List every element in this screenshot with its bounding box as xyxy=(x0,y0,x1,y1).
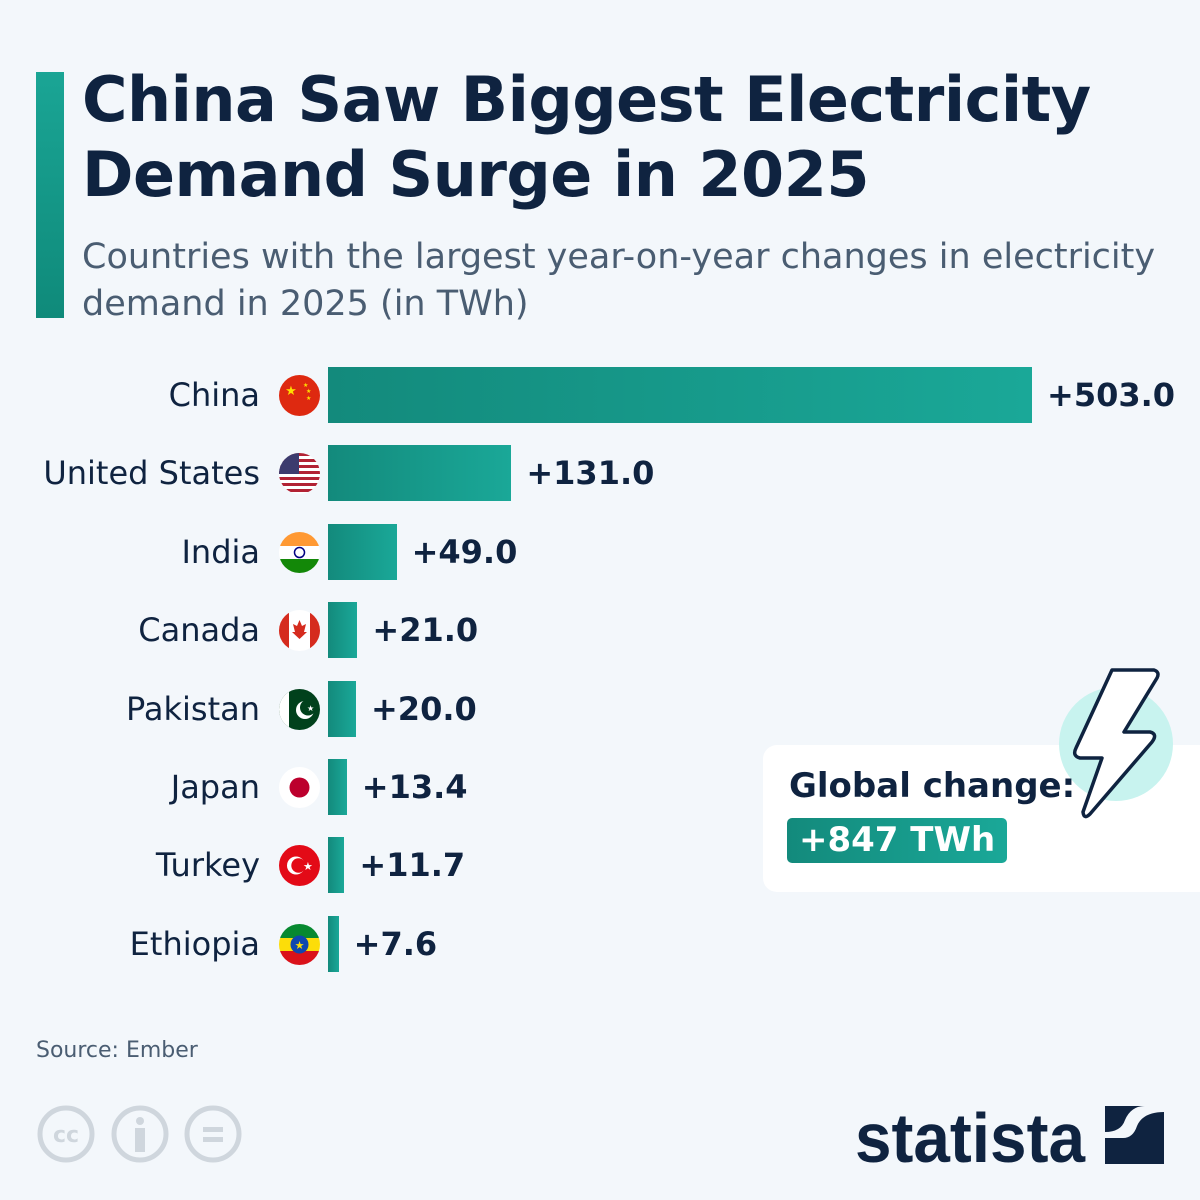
bar-row: Ethiopia ★ +7.6 xyxy=(0,915,1200,972)
svg-text:★: ★ xyxy=(285,384,297,399)
bar-row: United States +131.0 xyxy=(0,445,1200,502)
title-accent-bar xyxy=(36,72,64,318)
turkey-flag-icon: ★ xyxy=(279,845,320,887)
bar xyxy=(328,837,345,894)
bar xyxy=(328,367,1032,423)
bar-row: Canada +21.0 xyxy=(0,602,1200,659)
svg-text:★: ★ xyxy=(306,388,311,395)
bar xyxy=(328,915,339,972)
bar-row: Turkey ★ +11.7 xyxy=(0,837,1200,894)
category-label: Japan xyxy=(170,768,260,806)
svg-text:★: ★ xyxy=(307,704,314,713)
ethiopia-flag-icon: ★ xyxy=(279,923,320,965)
value-label: +13.4 xyxy=(361,768,468,806)
statista-logo: statista xyxy=(855,1099,1164,1168)
bar-row: India +49.0 xyxy=(0,523,1200,580)
global-change-label: Global change: xyxy=(789,766,1076,806)
attribution-icon xyxy=(111,1105,169,1163)
japan-flag-icon xyxy=(279,767,320,808)
value-label: +7.6 xyxy=(353,924,438,963)
category-label: United States xyxy=(43,454,260,493)
india-flag-icon xyxy=(279,531,320,573)
bar xyxy=(328,602,358,659)
china-flag-icon: ★ ★ ★ ★ xyxy=(279,375,320,416)
bar xyxy=(328,445,512,502)
lightning-bolt-icon xyxy=(1059,668,1173,819)
category-label: Turkey xyxy=(155,846,260,885)
category-label: Canada xyxy=(138,611,260,650)
svg-text:★: ★ xyxy=(303,382,308,389)
value-label: +11.7 xyxy=(359,846,466,885)
category-label: Pakistan xyxy=(126,689,260,728)
bar-row: China ★ ★ ★ ★ +503.0 xyxy=(0,367,1200,423)
no-derivatives-icon xyxy=(184,1105,242,1163)
svg-text:★: ★ xyxy=(303,860,313,873)
bar xyxy=(328,523,397,580)
global-change-value: +847 TWh xyxy=(787,818,1008,863)
chart-subtitle: Countries with the largest year-on-year … xyxy=(82,237,1156,324)
bar-row: Japan +13.4 xyxy=(0,759,1200,815)
svg-text:★: ★ xyxy=(295,939,305,952)
pakistan-flag-icon: ★ xyxy=(279,688,320,730)
svg-text:statista: statista xyxy=(855,1099,1086,1168)
value-label: +20.0 xyxy=(370,689,477,728)
canada-flag-icon xyxy=(279,610,320,652)
svg-text:★: ★ xyxy=(306,395,311,402)
category-label: India xyxy=(181,532,260,571)
bar-row: Pakistan ★ +20.0 xyxy=(0,680,1200,737)
value-label: +131.0 xyxy=(526,454,655,493)
us-flag-icon xyxy=(279,453,320,495)
value-label: +49.0 xyxy=(411,532,518,571)
bar xyxy=(328,680,356,737)
value-label: +503.0 xyxy=(1047,376,1176,414)
category-label: China xyxy=(168,376,260,414)
svg-text:cc: cc xyxy=(53,1123,79,1148)
value-label: +21.0 xyxy=(372,611,479,650)
cc-license-icon: cc xyxy=(37,1105,95,1163)
bar xyxy=(328,759,347,815)
source-note: Source: Ember xyxy=(36,1038,198,1063)
chart-title: China Saw Biggest Electricity Demand Sur… xyxy=(82,63,1091,211)
category-label: Ethiopia xyxy=(129,924,260,963)
